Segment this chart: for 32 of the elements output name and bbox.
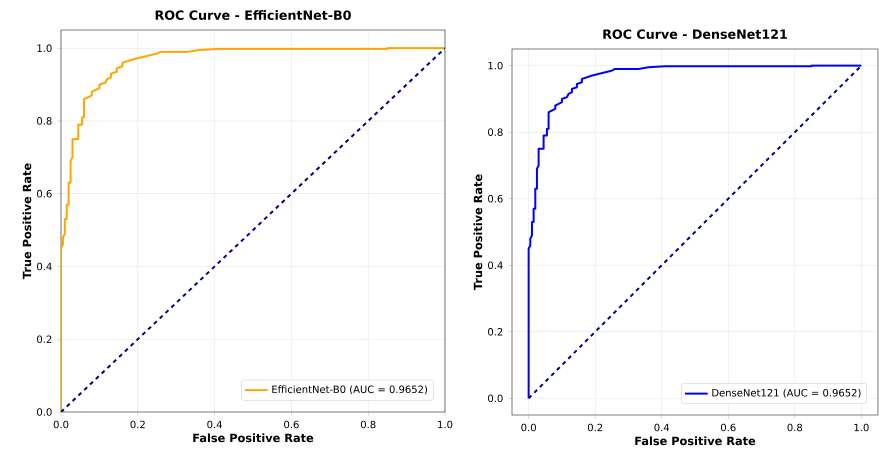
x-tick-label: 0.0 [54, 420, 68, 428]
y-tick-label: 0.8 [37, 117, 52, 125]
x-tick-label: 1.0 [438, 420, 452, 428]
chart-title: ROC Curve - EfficientNet-B0 [156, 10, 351, 20]
chart-title: ROC Curve - DenseNet121 [603, 29, 787, 39]
y-tick-label: 0.6 [488, 194, 503, 203]
x-tick-label: 0.8 [360, 420, 376, 428]
x-tick-label: 0.2 [130, 420, 145, 428]
y-tick-label: 0.2 [37, 335, 52, 344]
x-tick-label: 0.4 [207, 420, 222, 428]
y-tick-label: 0.0 [488, 394, 503, 402]
x-axis-title: False Positive Rate [193, 433, 314, 442]
y-tick-label: 0.6 [37, 190, 52, 198]
y-axis-title: True Positive Rate [22, 163, 32, 280]
y-tick-label: 1.0 [488, 62, 503, 70]
y-tick-label: 1.0 [38, 44, 52, 52]
y-tick-label: 0.8 [488, 128, 503, 136]
x-tick-label: 1.0 [854, 424, 869, 432]
y-axis-title: True Positive Rate [473, 174, 482, 290]
x-tick-label: 0.6 [284, 420, 299, 428]
x-axis-title: False Positive Rate [635, 436, 756, 446]
y-tick-label: 0.4 [488, 261, 503, 270]
x-tick-label: 0.2 [588, 424, 602, 432]
y-tick-label: 0.0 [37, 408, 52, 416]
y-tick-label: 0.4 [37, 262, 52, 270]
x-tick-label: 0.4 [654, 424, 670, 432]
x-tick-label: 0.8 [788, 424, 802, 432]
legend-label: DenseNet121 (AUC = 0.9652) [712, 388, 861, 398]
y-tick-label: 0.2 [488, 328, 502, 336]
x-tick-label: 0.6 [720, 424, 736, 432]
x-tick-label: 0.0 [521, 424, 536, 432]
legend-label: EfficientNet-B0 (AUC = 0.9652) [272, 385, 427, 394]
